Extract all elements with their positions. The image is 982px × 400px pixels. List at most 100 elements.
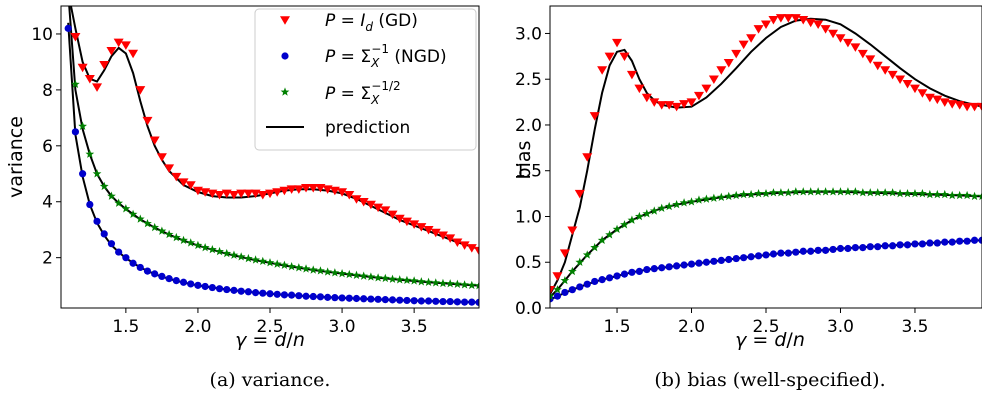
ngd-marker: [762, 251, 770, 259]
legend-box: [254, 8, 477, 151]
ngd-marker: [643, 265, 651, 274]
sqrt-marker: [709, 193, 719, 202]
ngd-marker: [71, 128, 80, 136]
ngd-marker: [844, 244, 852, 253]
sqrt-marker: [215, 246, 224, 256]
sqrt-marker: [858, 188, 868, 197]
sqrt-marker: [229, 250, 239, 259]
ngd-marker: [158, 272, 166, 281]
ngd-marker: [410, 297, 418, 305]
ngd-marker: [680, 261, 688, 269]
y-tick-label: 1.0: [515, 207, 542, 227]
sqrt-marker: [402, 275, 412, 285]
ngd-marker: [561, 288, 569, 297]
ngd-marker: [583, 280, 591, 288]
sqrt-marker: [438, 278, 448, 288]
gd-marker: [329, 186, 340, 196]
sqrt-marker: [395, 275, 405, 284]
sqrt-marker: [287, 262, 296, 271]
gd-marker: [738, 40, 749, 50]
sqrt-marker: [769, 188, 778, 197]
sqrt-marker: [649, 206, 659, 215]
x-tick-label: 2.0: [184, 317, 211, 337]
ngd-marker: [172, 276, 180, 285]
gd-marker: [887, 70, 898, 80]
gd-marker: [373, 203, 384, 213]
ngd-marker: [143, 267, 152, 275]
prediction-line: [550, 17, 982, 295]
gd-marker: [857, 49, 868, 59]
sqrt-marker: [78, 121, 87, 130]
sqrt-marker: [612, 224, 622, 234]
gd-marker: [401, 217, 412, 227]
gd-marker: [214, 191, 225, 200]
gd-marker: [171, 172, 182, 182]
gd-marker: [567, 226, 578, 235]
ngd-marker: [64, 24, 72, 32]
gd-marker: [701, 84, 712, 94]
sqrt-marker: [970, 191, 979, 201]
gd-marker: [192, 186, 203, 196]
gd-marker: [207, 189, 218, 199]
sqrt-marker: [865, 188, 875, 197]
sqrt-marker: [888, 188, 897, 197]
panel-variance-xlabel: γ = d/n: [235, 329, 305, 351]
legend-label-prediction: prediction: [325, 118, 410, 138]
ngd-marker: [194, 281, 202, 289]
sqrt-marker: [716, 192, 726, 201]
sqrt-marker: [114, 198, 124, 207]
panel-bias-caption: (b) bias (well-specified).: [654, 369, 885, 391]
ngd-marker: [424, 297, 433, 305]
gd-marker: [924, 93, 935, 103]
gd-marker: [135, 86, 146, 95]
sqrt-marker: [694, 195, 704, 204]
gd-marker: [394, 214, 405, 224]
sqrt-marker: [431, 278, 441, 287]
sqrt-marker: [330, 268, 340, 277]
ngd-marker: [792, 248, 800, 256]
ngd-marker: [874, 243, 882, 251]
ngd-marker: [881, 242, 889, 250]
ngd-marker: [266, 290, 274, 298]
gd-marker: [798, 15, 809, 25]
ngd-marker: [388, 296, 397, 304]
gd-marker: [820, 25, 831, 34]
gd-marker: [723, 58, 734, 68]
ngd-marker: [259, 289, 267, 297]
sqrt-marker: [352, 270, 361, 279]
y-tick-label: 6: [42, 137, 53, 157]
ngd-marker: [799, 247, 807, 255]
ngd-marker: [165, 275, 173, 283]
gd-marker: [164, 164, 175, 173]
sqrt-marker: [582, 250, 592, 259]
sqrt-marker: [550, 291, 555, 300]
gd-marker: [909, 84, 920, 94]
sqrt-marker: [590, 243, 600, 252]
gd-marker: [437, 231, 448, 241]
sqrt-marker: [157, 226, 167, 235]
panel-bias-xlabel: γ = d/n: [735, 329, 805, 351]
gd-marker: [416, 223, 427, 232]
gd-marker: [452, 238, 463, 248]
sqrt-marker: [337, 269, 347, 278]
gd-marker: [932, 95, 943, 105]
sqrt-marker: [200, 243, 210, 252]
sqrt-marker: [657, 203, 667, 212]
gd-marker: [221, 189, 232, 199]
ngd-marker: [740, 254, 748, 262]
sqrt-marker: [947, 190, 957, 200]
ngd-marker: [360, 295, 368, 303]
y-tick-label: 4: [42, 193, 53, 213]
gd-marker: [582, 153, 593, 162]
sqrt-marker: [179, 235, 188, 245]
sqrt-marker: [107, 191, 116, 200]
ngd-marker: [553, 292, 562, 300]
ngd-marker: [215, 285, 224, 293]
gd-marker: [612, 38, 623, 48]
ngd-marker: [453, 298, 461, 306]
gd-marker: [761, 20, 771, 30]
ngd-marker: [115, 248, 123, 256]
sqrt-marker: [99, 181, 109, 191]
panel-variance-plot-area: [64, 6, 479, 307]
